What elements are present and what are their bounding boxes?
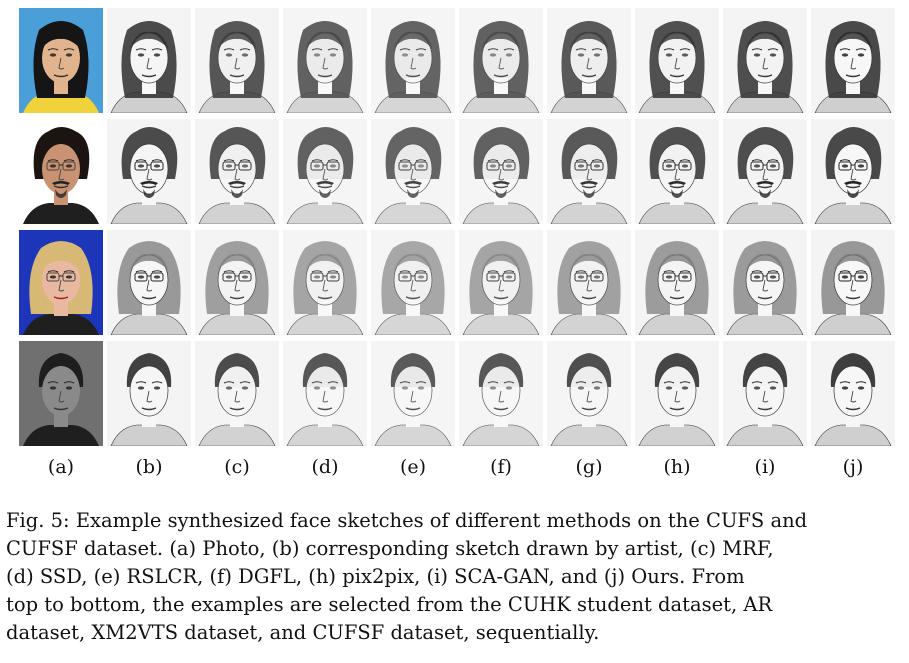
face-sketch <box>547 341 631 446</box>
face-sketch <box>371 341 455 446</box>
face-sketch <box>811 230 895 335</box>
face-sketch <box>635 230 719 335</box>
face-sketch <box>283 230 367 335</box>
face-sketch <box>459 230 543 335</box>
face-sketch <box>459 8 543 113</box>
caption-line: top to bottom, the examples are selected… <box>6 593 773 616</box>
face-sketch <box>811 341 895 446</box>
face-sketch <box>723 341 807 446</box>
caption-line: (d) SSD, (e) RSLCR, (f) DGFL, (h) pix2pi… <box>6 565 745 588</box>
face-sketch <box>195 8 279 113</box>
face-sketch <box>195 341 279 446</box>
face-sketch <box>547 230 631 335</box>
face-sketch <box>547 119 631 224</box>
face-sketch <box>371 230 455 335</box>
face-photo <box>19 119 103 224</box>
face-sketch-grid <box>19 8 895 446</box>
column-label-b: (b) <box>135 456 163 478</box>
caption-line: CUFSF dataset. (a) Photo, (b) correspond… <box>6 537 774 560</box>
face-sketch <box>811 8 895 113</box>
column-label-h: (h) <box>663 456 691 478</box>
face-sketch <box>547 8 631 113</box>
face-sketch <box>283 119 367 224</box>
face-sketch <box>635 119 719 224</box>
face-sketch <box>107 8 191 113</box>
face-sketch <box>459 341 543 446</box>
column-label-c: (c) <box>224 456 250 478</box>
face-sketch <box>195 230 279 335</box>
column-label-g: (g) <box>575 456 603 478</box>
face-sketch <box>195 119 279 224</box>
face-sketch <box>635 8 719 113</box>
face-sketch <box>723 230 807 335</box>
face-sketch <box>635 341 719 446</box>
face-sketch <box>371 119 455 224</box>
column-label-e: (e) <box>399 456 427 478</box>
face-sketch <box>459 119 543 224</box>
face-sketch <box>723 8 807 113</box>
face-sketch <box>283 8 367 113</box>
face-photo <box>19 8 103 113</box>
face-photo <box>19 341 103 446</box>
caption-line: Fig. 5: Example synthesized face sketche… <box>6 509 808 532</box>
face-sketch <box>283 341 367 446</box>
column-label-f: (f) <box>490 456 512 478</box>
face-sketch <box>107 230 191 335</box>
face-photo <box>19 230 103 335</box>
figure-caption: Fig. 5: Example synthesized face sketche… <box>6 507 904 647</box>
column-labels: (a) (b) (c) (d) (e) (f) (g) (h) (i) (j) <box>19 455 895 479</box>
caption-line: dataset, XM2VTS dataset, and CUFSF datas… <box>6 621 600 644</box>
column-label-a: (a) <box>47 456 75 478</box>
column-label-j: (j) <box>842 456 864 478</box>
face-sketch <box>723 119 807 224</box>
face-sketch <box>371 8 455 113</box>
column-label-d: (d) <box>311 456 339 478</box>
face-sketch <box>107 341 191 446</box>
face-sketch <box>107 119 191 224</box>
column-label-i: (i) <box>754 456 776 478</box>
face-sketch <box>811 119 895 224</box>
